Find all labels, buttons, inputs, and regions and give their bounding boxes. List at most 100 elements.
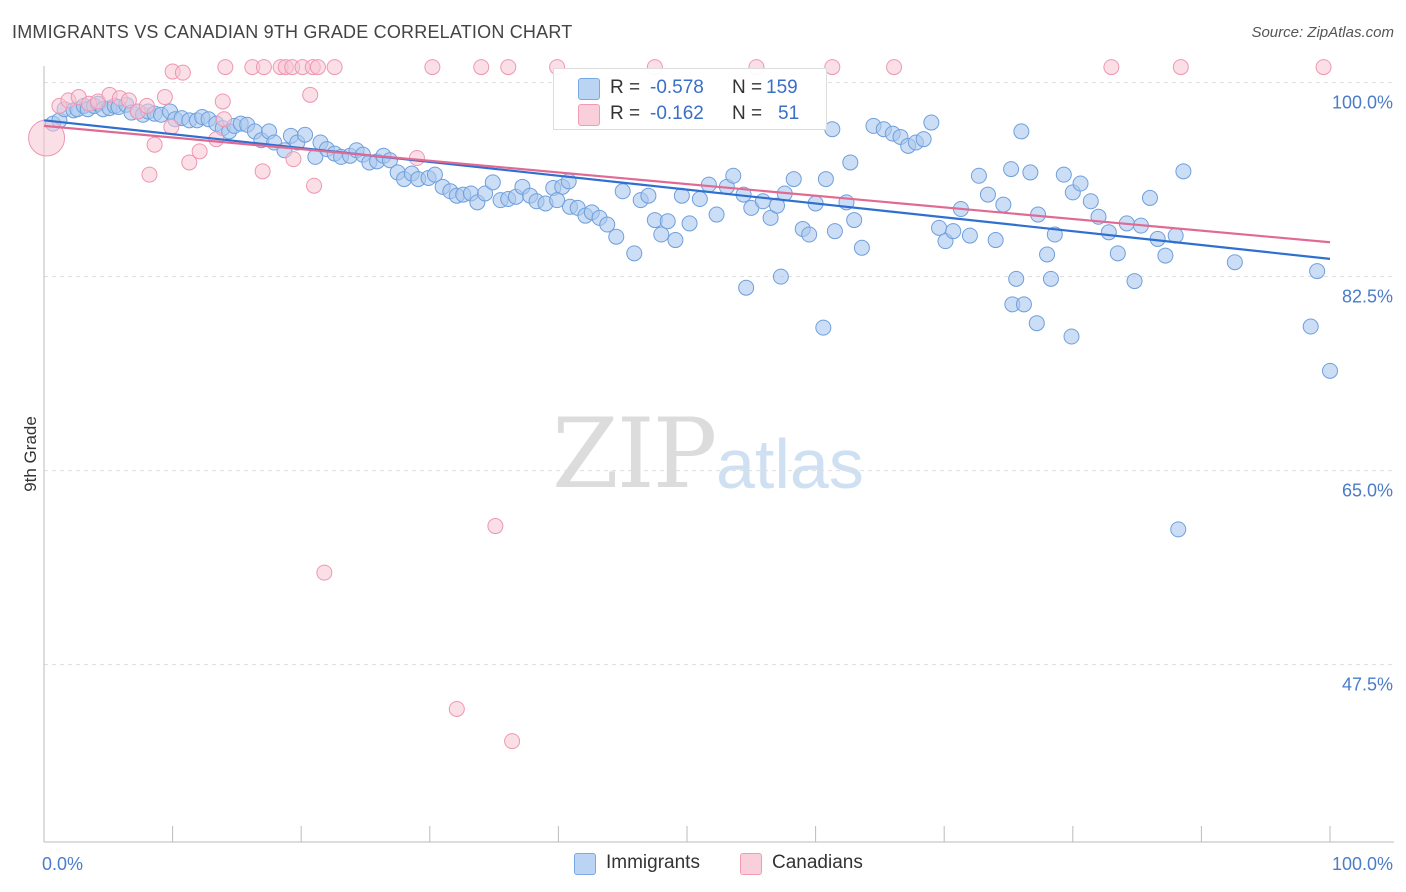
immigrants-point bbox=[549, 192, 566, 209]
canadians-point bbox=[1103, 59, 1120, 76]
immigrants-point bbox=[772, 268, 789, 285]
immigrants-point bbox=[640, 187, 657, 204]
immigrants-point bbox=[1008, 270, 1025, 287]
immigrants-swatch bbox=[578, 78, 600, 100]
immigrants-point bbox=[1055, 166, 1072, 183]
immigrants-point bbox=[484, 174, 501, 191]
immigrants-point bbox=[297, 126, 314, 143]
canadians-point bbox=[163, 118, 180, 135]
immigrants-point bbox=[915, 131, 932, 148]
y-tick-label: 82.5% bbox=[1342, 287, 1393, 307]
y-tick-label: 65.0% bbox=[1342, 481, 1393, 501]
x-tick-label: 100.0% bbox=[1332, 854, 1393, 874]
r-label: R = bbox=[610, 103, 641, 124]
source-label: Source: ZipAtlas.com bbox=[1251, 24, 1394, 41]
immigrants-point bbox=[1175, 163, 1192, 180]
immigrants-point bbox=[995, 196, 1012, 213]
canadians-point bbox=[285, 151, 302, 168]
x-tick-label: 0.0% bbox=[42, 854, 83, 874]
immigrants-point bbox=[659, 213, 676, 230]
immigrants-point bbox=[653, 226, 670, 243]
series-legend: Immigrants Canadians bbox=[574, 852, 914, 876]
immigrants-point bbox=[801, 226, 818, 243]
immigrants-point bbox=[769, 197, 786, 214]
n-value: 51 bbox=[778, 103, 800, 124]
immigrants-point bbox=[1015, 296, 1032, 313]
canadians-point bbox=[1172, 59, 1189, 76]
canadians-point bbox=[408, 150, 425, 167]
canadians-point bbox=[181, 154, 198, 171]
immigrants-point bbox=[853, 239, 870, 256]
canadians-trend-line bbox=[43, 124, 1331, 244]
immigrants-point bbox=[599, 216, 616, 233]
immigrants-point bbox=[826, 223, 843, 240]
n-value: 159 bbox=[766, 77, 798, 98]
canadians-point bbox=[886, 59, 903, 76]
immigrants-point bbox=[614, 183, 631, 200]
n-label: N = bbox=[732, 77, 763, 98]
immigrants-point bbox=[1028, 315, 1045, 332]
canadians-legend-swatch bbox=[740, 853, 762, 875]
immigrants-point bbox=[1022, 164, 1039, 181]
canadians-point bbox=[120, 92, 137, 109]
r-value: -0.578 bbox=[650, 77, 704, 98]
canadians-point bbox=[1315, 59, 1332, 76]
immigrants-point bbox=[987, 232, 1004, 249]
immigrants-point bbox=[691, 191, 708, 208]
immigrants-point bbox=[738, 279, 755, 296]
trend-lines bbox=[43, 119, 1331, 260]
r-value: -0.162 bbox=[650, 103, 704, 124]
immigrants-point bbox=[1039, 246, 1056, 263]
canadians-point bbox=[146, 136, 163, 153]
canadians-point bbox=[217, 59, 234, 76]
immigrants-point bbox=[426, 166, 443, 183]
canadians-point bbox=[216, 111, 233, 128]
immigrants-point bbox=[842, 154, 859, 171]
y-tick-label: 100.0% bbox=[1332, 93, 1393, 113]
immigrants-point bbox=[1109, 245, 1126, 262]
immigrants-point bbox=[1157, 247, 1174, 264]
immigrants-point bbox=[1082, 193, 1099, 210]
immigrants-point bbox=[1170, 521, 1187, 538]
canadians-point bbox=[255, 59, 272, 76]
canadians-point bbox=[214, 93, 231, 110]
immigrants-legend-swatch bbox=[574, 853, 596, 875]
immigrants-point bbox=[961, 227, 978, 244]
canadians-point bbox=[191, 143, 208, 160]
r-label: R = bbox=[610, 77, 641, 98]
legend-canadians: Canadians bbox=[772, 852, 863, 873]
immigrants-point bbox=[1042, 270, 1059, 287]
chart-title: IMMIGRANTS VS CANADIAN 9TH GRADE CORRELA… bbox=[12, 22, 573, 42]
immigrants-point bbox=[1063, 328, 1080, 345]
immigrants-point bbox=[1072, 175, 1089, 192]
canadians-point bbox=[487, 518, 504, 535]
immigrants-point bbox=[1046, 226, 1063, 243]
canadians-points bbox=[28, 59, 1332, 750]
canadians-point bbox=[156, 89, 173, 106]
axes bbox=[43, 66, 1394, 843]
legend-immigrants: Immigrants bbox=[606, 852, 700, 873]
immigrants-point bbox=[1141, 189, 1158, 206]
watermark-atlas: atlas bbox=[716, 425, 864, 503]
immigrants-point bbox=[945, 223, 962, 240]
gridlines bbox=[44, 82, 1394, 666]
immigrants-point bbox=[931, 219, 948, 236]
immigrants-point bbox=[1309, 263, 1326, 280]
immigrants-point bbox=[817, 171, 834, 188]
immigrants-point bbox=[1302, 318, 1319, 335]
correlation-legend: R = -0.578 N = 159 R = -0.162 N = 51 bbox=[553, 68, 827, 130]
immigrants-point bbox=[725, 167, 742, 184]
canadians-point bbox=[448, 700, 465, 717]
immigrants-point bbox=[1100, 224, 1117, 241]
immigrants-point bbox=[681, 215, 698, 232]
canadians-point bbox=[824, 59, 841, 76]
immigrants-point bbox=[979, 186, 996, 203]
y-tick-label: 47.5% bbox=[1342, 675, 1393, 695]
watermark-zip: ZIP bbox=[552, 398, 717, 510]
immigrants-point bbox=[815, 319, 832, 336]
immigrants-trend-line bbox=[43, 119, 1331, 260]
canadians-point bbox=[306, 177, 323, 194]
immigrants-point bbox=[970, 167, 987, 184]
immigrants-point bbox=[846, 212, 863, 229]
immigrants-point bbox=[708, 206, 725, 223]
